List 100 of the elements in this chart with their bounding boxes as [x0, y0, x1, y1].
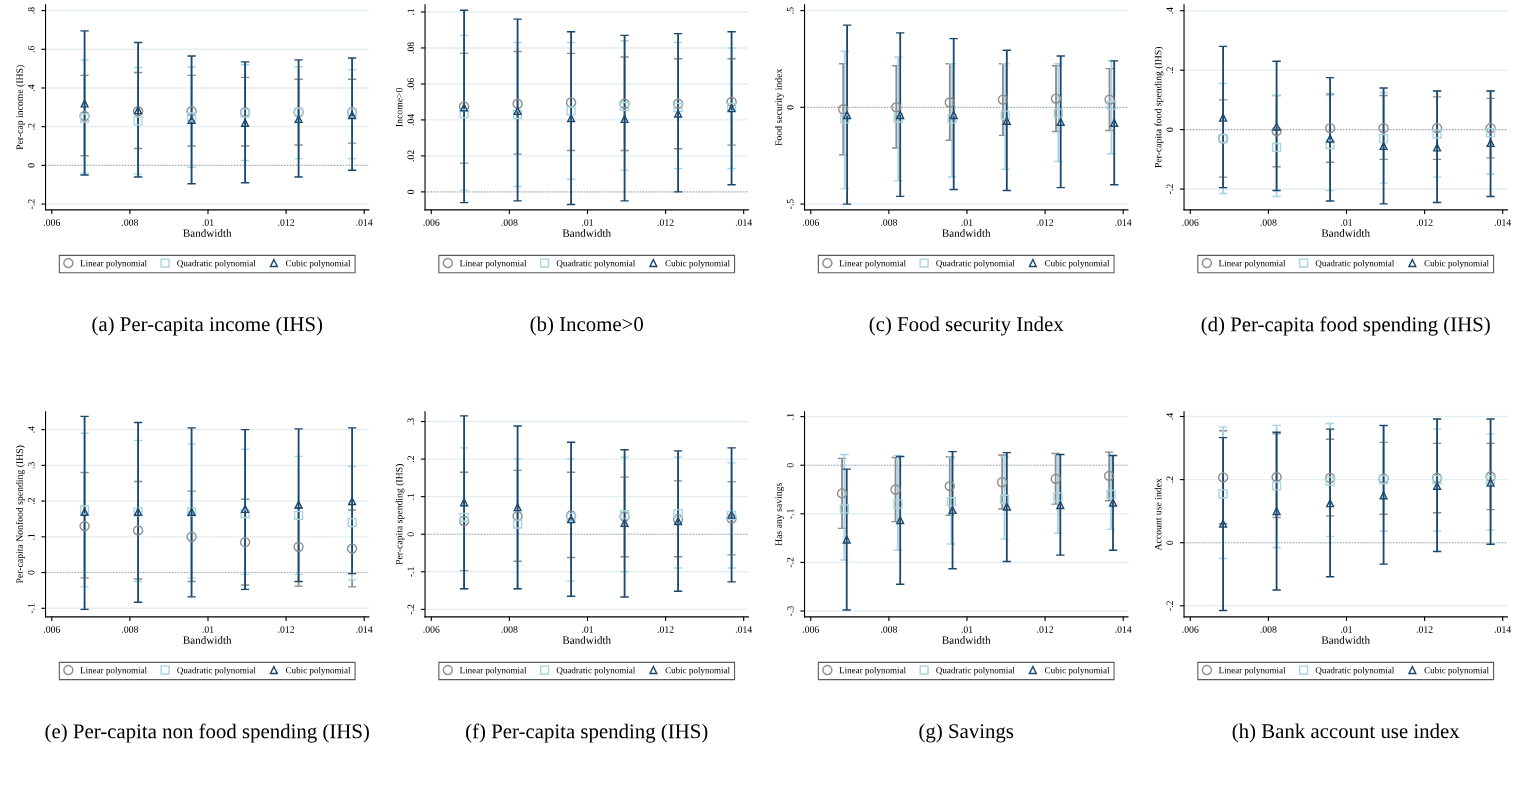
text: (e) Per-capita non food spending (IHS)	[45, 723, 369, 743]
y-tick-label: -.1	[28, 603, 35, 614]
legend-label: Linear polynomial	[80, 666, 147, 676]
text: (a) Per-capita income (IHS)	[92, 316, 323, 336]
x-tick-label: .008	[881, 219, 898, 226]
x-tick-label: .006	[43, 219, 60, 226]
x-tick-label: .014	[735, 626, 753, 633]
x-tick-label: .014	[1115, 219, 1132, 226]
y-tick-label: .1	[28, 533, 35, 540]
y-tick-label: .3	[407, 418, 415, 425]
x-tick-label: .008	[122, 626, 139, 633]
y-tick-label: -.2	[407, 604, 415, 615]
legend-label: Cubic polynomial	[285, 666, 351, 676]
x-tick-label: .006	[423, 626, 440, 633]
text: (c) Food security Index	[869, 316, 1064, 336]
legend-label: Cubic polynomial	[1044, 259, 1110, 269]
legend-label: Quadratic polynomial	[936, 259, 1015, 269]
y-tick-label: 0	[786, 105, 794, 110]
y-tick-label: .1	[787, 413, 794, 420]
x-tick-label: .006	[423, 219, 440, 226]
y-axis-title: Has any savings	[775, 483, 784, 546]
y-tick-label: 0	[407, 189, 415, 194]
legend-label: Cubic polynomial	[285, 259, 351, 269]
y-tick-label: .2	[407, 455, 415, 463]
legend-label: Linear polynomial	[839, 666, 906, 676]
text: (f) Per-capita spending (IHS)	[466, 723, 708, 743]
y-tick-label: .04	[407, 114, 415, 126]
y-tick-label: 0	[27, 163, 35, 168]
y-tick-label: 0	[27, 570, 35, 575]
text: (g) Savings	[919, 723, 1014, 743]
y-axis-title: Food security index	[775, 68, 784, 146]
y-tick-label: .1	[407, 493, 415, 500]
x-tick-label: .014	[1494, 626, 1512, 633]
x-tick-label: .014	[1494, 219, 1512, 226]
y-tick-label: .6	[28, 45, 35, 53]
legend-label: Cubic polynomial	[1424, 259, 1489, 269]
text: (h) Bank account use index	[1232, 723, 1460, 743]
y-tick-label: -.1	[787, 509, 794, 519]
legend-label: Quadratic polynomial	[556, 259, 636, 269]
x-tick-label: .012	[1037, 219, 1054, 226]
x-tick-label: .01	[961, 626, 973, 633]
y-tick-label: -.2	[28, 199, 35, 209]
y-tick-label: .06	[407, 78, 415, 90]
legend-label: Linear polynomial	[80, 259, 147, 269]
x-tick-label: .012	[657, 626, 674, 633]
x-tick-label: .014	[1115, 626, 1132, 633]
y-tick-label: 0	[407, 532, 415, 537]
x-tick-label: .012	[278, 626, 295, 633]
x-tick-label: .01	[202, 219, 214, 226]
x-tick-label: .006	[1182, 219, 1199, 226]
text: (b) Income>0	[530, 316, 643, 336]
y-tick-label: 0	[1166, 540, 1174, 545]
y-tick-label: -.2	[787, 557, 794, 568]
y-tick-label: .4	[28, 426, 35, 433]
x-tick-label: .01	[202, 626, 214, 633]
y-tick-label: -.2	[1166, 601, 1174, 611]
x-tick-label: .01	[1341, 219, 1352, 226]
x-axis-title: Bandwidth	[1321, 229, 1370, 237]
x-tick-label: .006	[43, 626, 60, 633]
x-tick-label: .01	[1341, 626, 1352, 633]
y-tick-label: .8	[27, 7, 35, 14]
x-axis-title: Bandwidth	[1321, 636, 1370, 644]
y-tick-label: .5	[787, 7, 794, 14]
y-tick-label: -.1	[407, 567, 415, 577]
x-tick-label: .008	[1260, 626, 1277, 633]
y-tick-label: .3	[28, 462, 35, 469]
x-axis-title: Bandwidth	[942, 636, 991, 644]
x-tick-label: .014	[356, 626, 373, 633]
legend-label: Linear polynomial	[1218, 666, 1286, 676]
x-tick-label: .014	[735, 219, 753, 226]
x-tick-label: .008	[501, 626, 518, 633]
x-tick-label: .01	[582, 219, 593, 226]
y-tick-label: .2	[28, 123, 35, 130]
legend-label: Cubic polynomial	[665, 259, 730, 269]
x-tick-label: .006	[802, 219, 819, 226]
x-tick-label: .01	[582, 626, 593, 633]
x-tick-label: .012	[1416, 626, 1433, 633]
x-tick-label: .008	[1260, 219, 1277, 226]
legend-label: Quadratic polynomial	[1315, 666, 1395, 676]
y-tick-label: .4	[1166, 413, 1174, 420]
legend-label: Quadratic polynomial	[177, 666, 256, 676]
y-axis-title: Income>0	[395, 87, 403, 127]
y-tick-label: -.5	[787, 199, 794, 209]
y-tick-label: .02	[407, 150, 415, 162]
x-tick-label: .006	[802, 626, 819, 633]
legend-label: Quadratic polynomial	[556, 666, 636, 676]
y-tick-label: 0	[1166, 127, 1174, 132]
legend-label: Linear polynomial	[839, 259, 906, 269]
y-tick-label: 0	[786, 463, 794, 468]
legend-label: Quadratic polynomial	[177, 259, 256, 269]
legend-label: Linear polynomial	[1218, 259, 1286, 269]
y-axis-title: Per-capita spending (IHS)	[395, 464, 405, 565]
y-tick-label: .1	[407, 8, 415, 15]
y-tick-label: .4	[28, 84, 35, 91]
y-tick-label: .4	[1166, 7, 1174, 14]
y-tick-label: .2	[1166, 67, 1174, 74]
y-axis-title: Account use index	[1154, 478, 1162, 551]
x-tick-label: .012	[1037, 626, 1054, 633]
y-tick-label: -.2	[1166, 184, 1174, 194]
x-tick-label: .008	[881, 626, 898, 633]
